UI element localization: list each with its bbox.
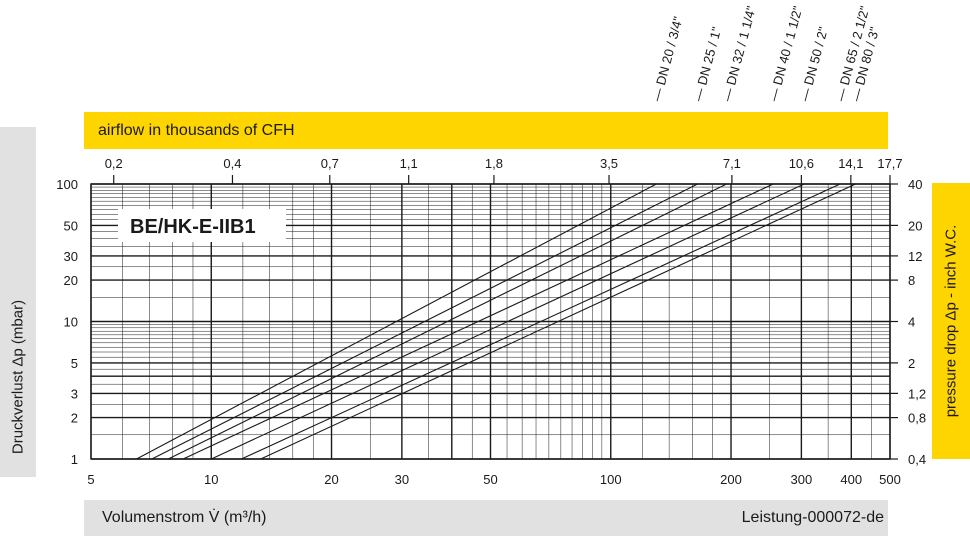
- right-tick-label: 0,8: [908, 411, 926, 426]
- x-tick-label: 100: [600, 472, 622, 487]
- x-tick-label: 30: [395, 472, 409, 487]
- airflow-banner-label: airflow in thousands of CFH: [98, 121, 295, 139]
- series-label: — DN 32 / 1 1/4": [719, 4, 759, 103]
- airflow-banner: airflow in thousands of CFH: [84, 112, 888, 149]
- series-line: [182, 183, 774, 460]
- right-tick-label: 20: [908, 218, 922, 233]
- series-label: — DN 25 / 1": [690, 25, 724, 103]
- top-tick-label: 3,5: [600, 156, 618, 171]
- x-axis-label: Volumenstrom V̇ (m³/h): [102, 509, 267, 526]
- chart-label: BE/HK-E-IIB1: [130, 216, 256, 238]
- top-tick-label: 0,7: [321, 156, 339, 171]
- y-tick-label: 30: [64, 249, 78, 264]
- chart-label-box: [118, 209, 286, 242]
- top-tick-label: 17,7: [877, 156, 902, 171]
- y-tick-label: 20: [64, 273, 78, 288]
- series-line: [260, 183, 856, 460]
- x-tick-label: 400: [840, 472, 862, 487]
- right-tick-label: 12: [908, 249, 922, 264]
- left-axis-panel: [0, 127, 36, 477]
- top-tick-label: 1,8: [485, 156, 503, 171]
- y-tick-label: 1: [71, 452, 78, 467]
- right-tick-label: 0,4: [908, 452, 926, 467]
- document-id: Leistung-000072-de: [741, 509, 884, 526]
- top-tick-label: 14,1: [838, 156, 863, 171]
- series-line: [151, 183, 698, 460]
- top-tick-label: 0,4: [223, 156, 241, 171]
- x-tick-label: 50: [483, 472, 497, 487]
- right-tick-label: 4: [908, 315, 915, 330]
- x-tick-label: 500: [879, 472, 901, 487]
- y-tick-label: 10: [64, 315, 78, 330]
- series-label: — DN 50 / 2": [797, 25, 831, 103]
- y-tick-label: 50: [64, 218, 78, 233]
- top-tick-label: 1,1: [400, 156, 418, 171]
- y-tick-label: 3: [71, 386, 78, 401]
- y-tick-label: 5: [71, 356, 78, 371]
- series-line: [136, 183, 657, 460]
- right-tick-label: 1,2: [908, 386, 926, 401]
- right-tick-label: 2: [908, 356, 915, 371]
- x-tick-label: 20: [324, 472, 338, 487]
- right-tick-label: 40: [908, 177, 922, 192]
- series-line: [211, 183, 805, 460]
- series-line: [167, 183, 727, 460]
- x-axis-panel: Volumenstrom V̇ (m³/h) Leistung-000072-d…: [84, 500, 888, 536]
- x-tick-label: 5: [87, 472, 94, 487]
- x-tick-label: 200: [720, 472, 742, 487]
- right-axis-panel: [932, 183, 970, 459]
- y-tick-label: 100: [56, 177, 78, 192]
- top-tick-label: 10,6: [789, 156, 814, 171]
- x-tick-label: 10: [204, 472, 218, 487]
- x-tick-label: 300: [791, 472, 813, 487]
- series-label: — DN 20 / 3/4": [649, 15, 686, 103]
- y-tick-label: 2: [71, 411, 78, 426]
- series-line: [241, 183, 841, 460]
- top-tick-label: 7,1: [723, 156, 741, 171]
- right-tick-label: 8: [908, 273, 915, 288]
- top-tick-label: 0,2: [105, 156, 123, 171]
